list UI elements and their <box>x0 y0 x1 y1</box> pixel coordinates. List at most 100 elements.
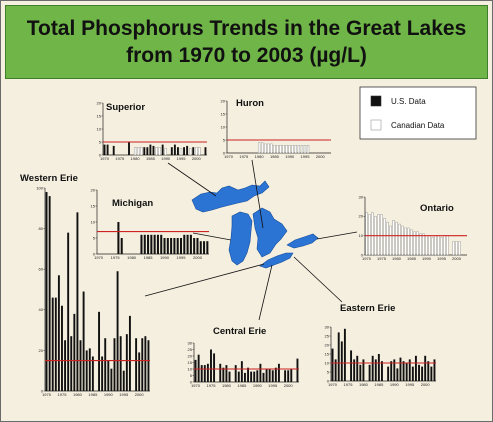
y-tick-label-western-erie: 40 <box>39 307 44 312</box>
bar-huron-canadian-1988 <box>282 144 285 154</box>
bar-western-erie-us-1995 <box>122 370 125 391</box>
bar-michigan-us-1992 <box>170 238 173 254</box>
x-tick-label-michigan: 1980 <box>127 255 137 260</box>
bar-huron-canadian-1982 <box>264 143 267 154</box>
page-title: Total Phosphorus Trends in the Great Lak… <box>26 17 467 67</box>
bar-huron-canadian-1987 <box>279 144 282 154</box>
bar-western-erie-us-2001 <box>141 338 144 391</box>
bar-huron-canadian-1995 <box>303 144 307 154</box>
y-tick-label-ontario: 20 <box>359 214 364 219</box>
x-tick-label-ontario: 1980 <box>392 256 402 261</box>
bar-eastern-erie-us-1982 <box>368 364 371 381</box>
arrow-central-erie <box>258 264 273 321</box>
y-tick-label-superior: 5 <box>99 139 102 144</box>
x-tick-label-ontario: 1970 <box>362 256 372 261</box>
x-tick-label-eastern-erie: 1980 <box>359 382 369 387</box>
bar-western-erie-us-1975 <box>61 305 63 391</box>
x-tick-label-ontario: 1995 <box>437 256 447 261</box>
bar-central-erie-us-1986 <box>243 372 246 382</box>
bar-superior-us-1986 <box>152 145 155 155</box>
bar-superior-us-1999 <box>192 147 195 155</box>
chart-title-eastern-erie: Eastern Erie <box>340 303 395 314</box>
x-tick-label-eastern-erie: 1975 <box>344 382 354 387</box>
bar-eastern-erie-us-1972 <box>337 332 340 381</box>
bar-superior-us-1970 <box>103 144 106 155</box>
y-tick-label-central-erie: 0 <box>190 379 193 384</box>
bar-michigan-us-1977 <box>120 238 123 254</box>
bar-eastern-erie-us-2002 <box>430 366 433 381</box>
x-tick-label-superior: 1985 <box>146 156 156 161</box>
bar-central-erie-us-1976 <box>213 353 216 382</box>
chart-title-ontario: Ontario <box>420 203 454 214</box>
bar-huron-canadian-1992 <box>294 144 297 154</box>
title-banner: Total Phosphorus Trends in the Great Lak… <box>5 5 488 79</box>
x-tick-label-huron: 1995 <box>301 154 311 159</box>
x-tick-label-eastern-erie: 1995 <box>405 382 415 387</box>
bar-central-erie-us-1999 <box>284 370 287 382</box>
bar-central-erie-us-1973 <box>203 365 206 382</box>
arrow-superior <box>167 162 217 197</box>
x-tick-label-central-erie: 2000 <box>284 383 294 388</box>
chart-title-michigan: Michigan <box>112 198 153 209</box>
x-tick-label-western-erie: 1985 <box>88 392 98 397</box>
bar-michigan-us-1990 <box>163 238 166 254</box>
x-tick-label-eastern-erie: 1970 <box>328 382 338 387</box>
y-tick-label-central-erie: 20 <box>188 353 193 358</box>
chart-ontario: Ontario 0 10 20 30 1970 1975 1980 1985 1990 1995 20… <box>359 194 467 261</box>
x-tick-label-western-erie: 1995 <box>119 392 129 397</box>
bar-western-erie-us-1979 <box>73 313 76 391</box>
lake-erie-shape <box>259 252 294 269</box>
y-tick-label-ontario: 0 <box>361 252 364 257</box>
bar-western-erie-us-1978 <box>70 336 73 391</box>
bar-eastern-erie-us-1996 <box>411 366 414 381</box>
y-tick-label-eastern-erie: 5 <box>327 369 330 374</box>
chart-huron: Huron 0 5 10 15 20 1970 1975 1980 1985 1990 1995 200… <box>221 98 331 159</box>
legend-label-canadian: Canadian Data <box>391 121 445 130</box>
bar-eastern-erie-us-1973 <box>340 341 343 381</box>
bar-western-erie-us-1984 <box>88 348 91 391</box>
x-tick-label-michigan: 1975 <box>111 255 121 260</box>
y-tick-label-eastern-erie: 0 <box>327 378 330 383</box>
bar-eastern-erie-us-1984 <box>374 359 377 381</box>
bar-eastern-erie-us-1990 <box>393 359 396 381</box>
bar-central-erie-us-1997 <box>277 363 280 382</box>
bar-eastern-erie-us-1988 <box>387 366 390 381</box>
y-tick-label-michigan: 10 <box>91 219 96 224</box>
bar-western-erie-us-1992 <box>113 338 116 391</box>
bar-western-erie-us-1981 <box>79 340 82 391</box>
x-tick-label-ontario: 2000 <box>452 256 462 261</box>
bar-ontario-canadian-1980 <box>395 221 398 256</box>
bar-superior-canadian-1990 <box>164 148 167 156</box>
chart-title-central-erie: Central Erie <box>213 326 266 337</box>
bar-western-erie-us-1971 <box>48 196 51 391</box>
bar-ontario-canadian-1978 <box>389 225 392 256</box>
bar-eastern-erie-us-1985 <box>377 354 380 381</box>
bar-superior-canadian-2001 <box>198 146 201 156</box>
bar-central-erie-us-1981 <box>228 371 231 382</box>
y-tick-label-superior: 10 <box>97 126 102 131</box>
lake-huron-shape <box>252 207 288 258</box>
great-lakes-map <box>191 180 319 269</box>
bar-huron-canadian-1994 <box>300 144 304 154</box>
y-tick-label-huron: 5 <box>223 137 226 142</box>
y-tick-label-central-erie: 15 <box>188 360 193 365</box>
bar-western-erie-us-1976 <box>64 340 67 391</box>
x-tick-label-eastern-erie: 1990 <box>390 382 400 387</box>
bar-ontario-canadian-1974 <box>377 214 380 256</box>
chart-superior: Superior 0 5 10 15 20 1970 1975 1980 1985 1990 1995… <box>97 100 207 161</box>
bar-western-erie-us-1993 <box>116 271 119 391</box>
x-tick-label-central-erie: 1975 <box>207 383 217 388</box>
bar-central-erie-us-1990 <box>256 370 259 382</box>
bar-michigan-us-1991 <box>166 238 169 254</box>
x-tick-label-ontario: 1975 <box>377 256 387 261</box>
bar-western-erie-us-1970 <box>45 192 48 391</box>
bar-superior-us-1996 <box>183 147 186 155</box>
x-tick-label-eastern-erie: 1985 <box>374 382 384 387</box>
bar-superior-us-1994 <box>176 147 179 155</box>
bar-western-erie-us-1977 <box>67 232 70 391</box>
bar-eastern-erie-us-1999 <box>421 366 424 381</box>
bar-central-erie-us-1996 <box>274 367 277 382</box>
bar-central-erie-us-1983 <box>234 365 237 382</box>
y-tick-label-central-erie: 10 <box>188 366 193 371</box>
